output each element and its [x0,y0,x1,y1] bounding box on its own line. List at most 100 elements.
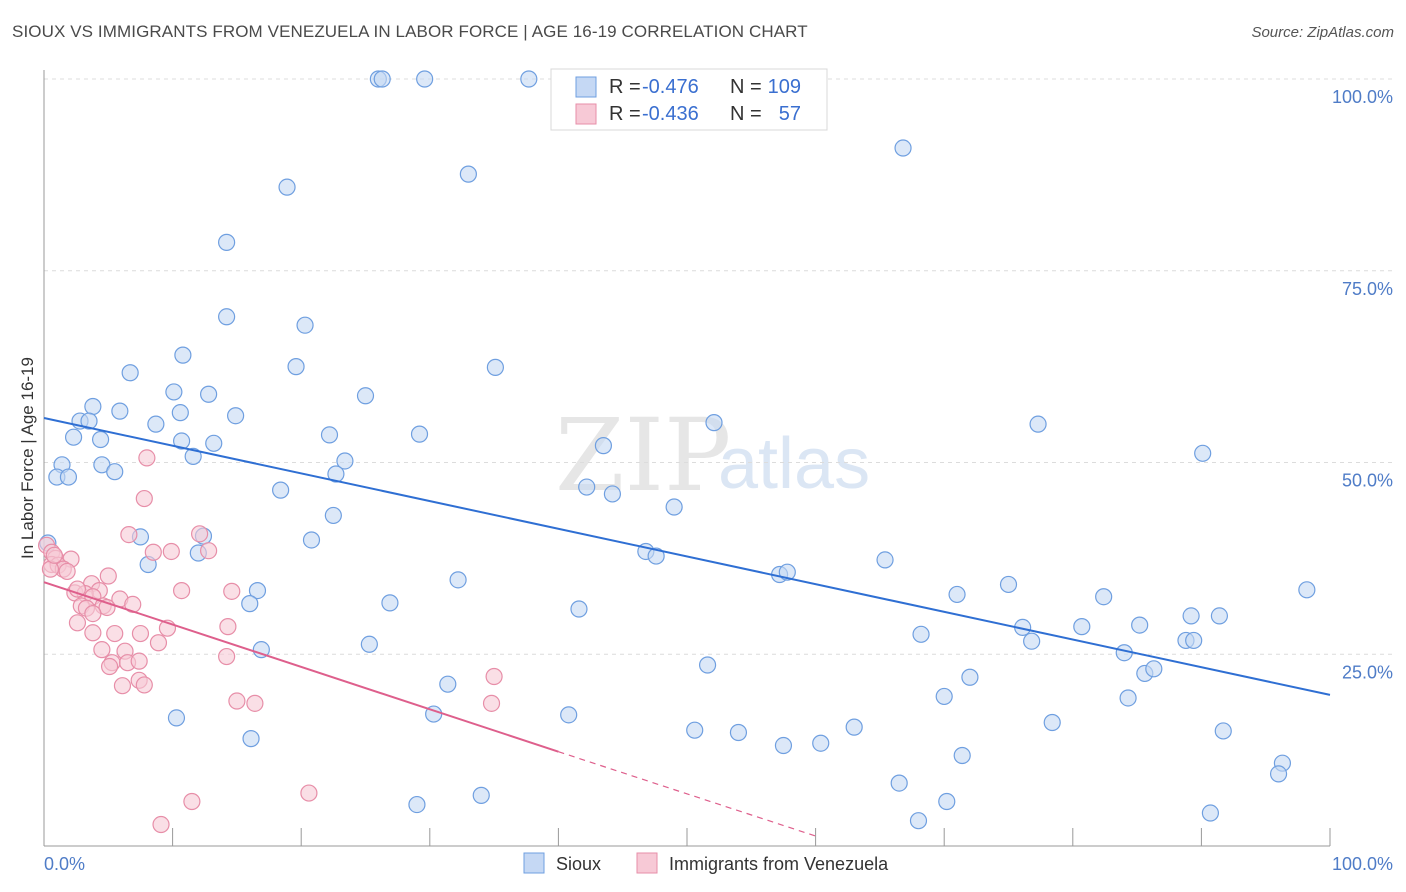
x-tick-marks [43,828,1331,846]
data-point [336,452,354,470]
x-tick-label-min: 0.0% [44,854,85,874]
data-point [152,815,170,834]
data-point [1182,607,1200,625]
data-point [1194,444,1212,462]
data-point [200,385,218,403]
data-point [999,575,1018,594]
data-point [472,786,490,804]
data-point [68,614,87,632]
y-axis-label: In Labor Force | Age 16-19 [18,357,37,559]
x-tick-label-max: 100.0% [1332,854,1393,874]
data-point [1214,722,1232,740]
data-point [1269,765,1288,783]
stats-n-label-sioux: N = [730,76,762,98]
data-point [183,792,201,811]
data-point [144,543,162,561]
data-point [131,624,150,643]
stats-r-value-sioux: -0.476 [642,76,699,98]
data-point [320,426,339,444]
stats-legend-box [550,68,828,131]
y-tick-label: 100.0% [1332,87,1393,107]
data-point [439,675,457,693]
stats-n-value-venezuela: 57 [779,103,801,125]
data-point [223,582,241,600]
gridlines [44,78,1393,655]
data-point [1145,660,1163,678]
data-point [570,600,588,618]
data-point [93,641,111,659]
data-point [45,546,63,564]
data-point [173,432,191,450]
data-point [218,647,236,666]
data-point [356,387,375,405]
data-point [184,447,202,465]
data-point [84,624,102,642]
data-point [410,425,429,443]
data-point [360,635,378,653]
data-point [876,551,894,569]
series-venezuela [37,449,503,834]
trend-lines [43,417,1331,837]
data-point [845,718,863,736]
trend-line-venezuela [43,581,559,753]
chart-title: SIOUX VS IMMIGRANTS FROM VENEZUELA IN LA… [12,22,808,41]
data-point [252,641,270,659]
data-point [961,668,979,686]
data-point [121,364,139,382]
data-point [935,687,953,706]
data-point [173,581,191,600]
data-point [80,412,98,430]
data-point [1210,607,1229,625]
data-point [174,346,192,364]
data-point [246,694,264,712]
data-point [162,542,180,561]
data-point [812,734,830,752]
stats-legend: R = -0.476 N = 109 R = -0.436 N = 57 [550,68,828,131]
data-point [272,481,290,499]
data-points [37,70,1316,834]
data-point [135,676,153,694]
data-point [64,428,83,446]
legend-label-venezuela: Immigrants from Venezuela [669,854,889,874]
data-point [171,404,189,422]
data-point [91,430,110,449]
data-point [486,358,504,376]
data-point [698,656,717,674]
stats-legend-swatch-venezuela [575,103,597,125]
y-tick-labels: 100.0% 75.0% 50.0% 25.0% [1332,87,1393,682]
data-point [520,70,538,88]
data-point [58,562,76,581]
data-point [113,677,132,695]
data-point [408,795,426,814]
data-point [219,618,237,636]
data-point [149,634,168,652]
data-point [106,463,124,481]
data-point [302,531,321,549]
data-point [647,547,665,565]
data-point [241,595,259,613]
data-point [147,415,165,433]
trend-line-sioux [43,417,1331,696]
data-point [373,70,391,88]
stats-n-label-venezuela: N = [730,103,762,125]
data-point [416,70,434,88]
data-point [100,657,119,676]
data-point [327,465,345,483]
y-tick-label: 75.0% [1342,279,1393,299]
watermark-zip: ZIP [555,397,731,514]
data-point [200,542,218,560]
data-point [1095,588,1113,606]
data-point [300,784,318,802]
data-point [84,397,102,416]
data-point [890,774,908,792]
data-point [485,667,503,686]
data-point [686,721,704,739]
data-point [106,624,124,643]
data-point [205,434,223,452]
data-point [227,407,245,425]
data-point [1043,713,1061,732]
data-point [1298,581,1316,599]
stats-legend-swatch-sioux [575,76,597,98]
data-point [560,706,578,724]
